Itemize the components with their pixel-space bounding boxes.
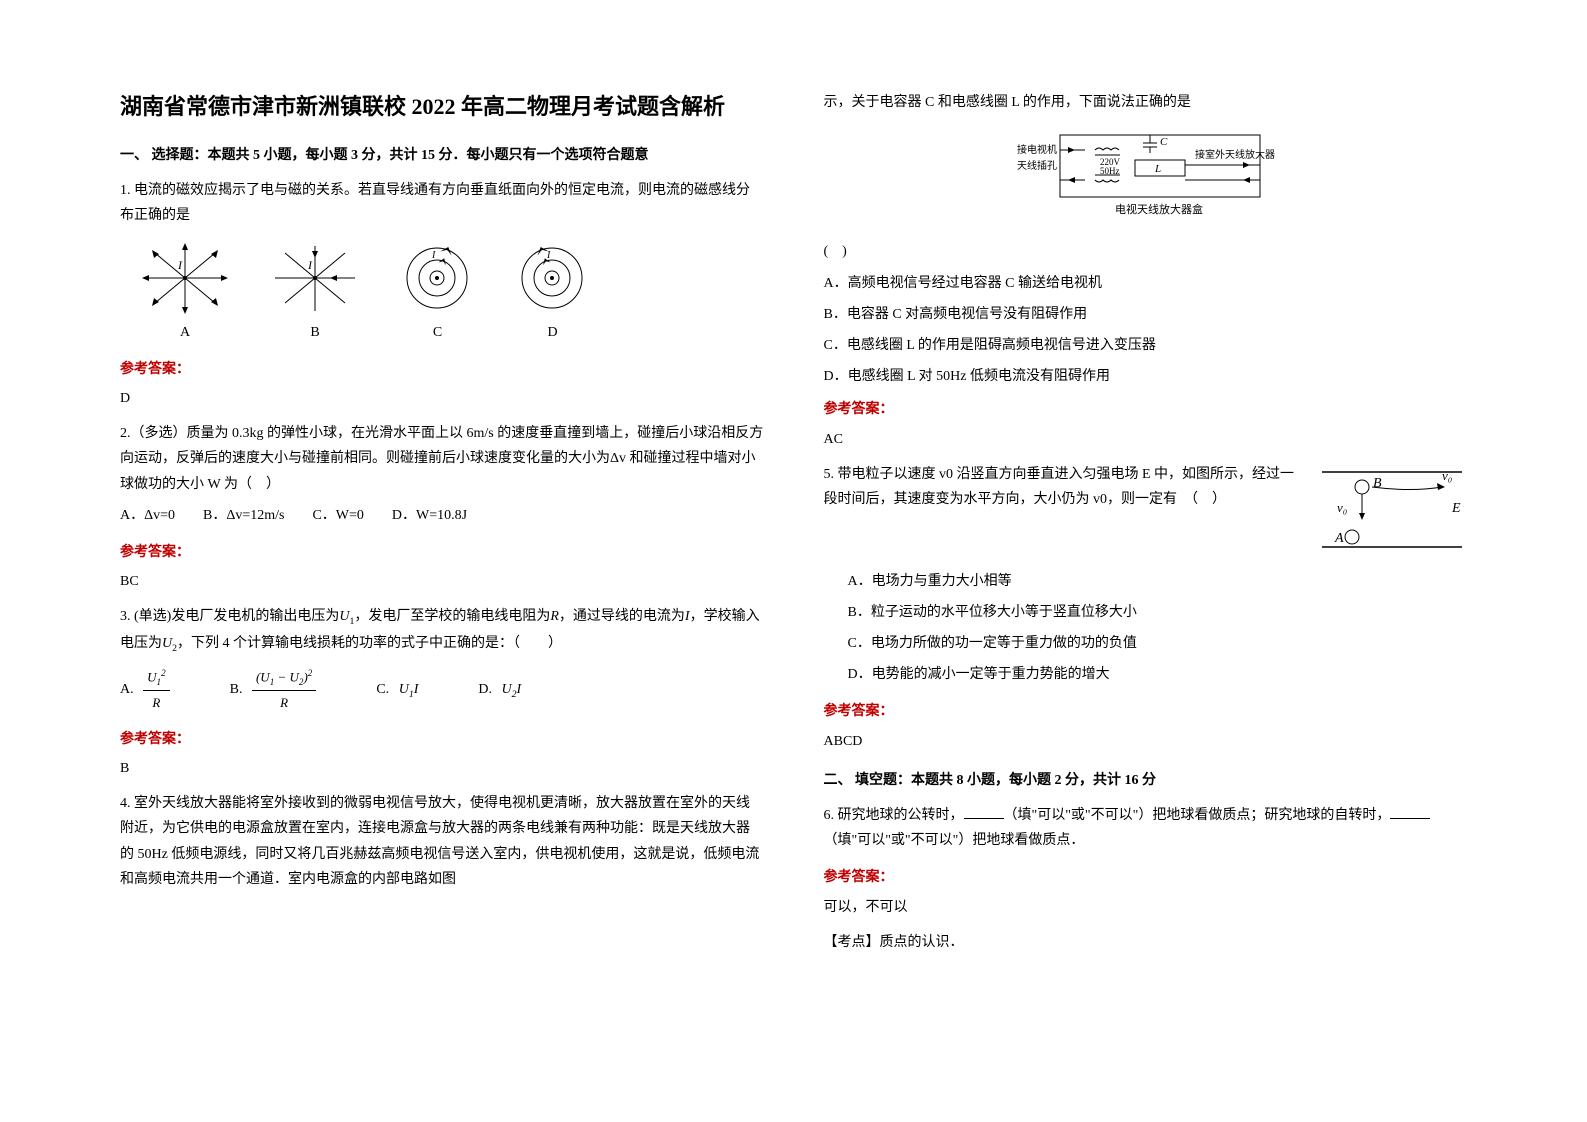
svg-text:I: I [177,258,183,272]
q1-diagram-b: I B [270,241,360,345]
q6-blank-2 [1390,805,1430,819]
q4-opt-c: C．电感线圈 L 的作用是阻碍高频电视信号进入变压器 [824,333,1468,358]
svg-text:A: A [1334,531,1344,546]
svg-text:电视天线放大器盒: 电视天线放大器盒 [1115,202,1203,216]
diagram-a-svg: I [140,241,230,316]
q5-opt-a: A．电场力与重力大小相等 [824,569,1468,594]
q3-opt-c: C. U1I [376,677,418,703]
svg-text:B: B [1373,476,1382,491]
q4-circuit-diagram: 接电视机 天线插孔 C 220V 50Hz L [824,125,1468,229]
q6-blank-1 [964,805,1004,819]
svg-text:接室外天线放大器: 接室外天线放大器 [1195,148,1275,161]
q4-opt-b: B．电容器 C 对高频电视信号没有阻碍作用 [824,302,1468,327]
svg-text:L: L [1154,163,1161,175]
q6-text-a: 6. 研究地球的公转时， [824,808,964,823]
q4-text: 4. 室外天线放大器能将室外接收到的微弱电视信号放大，使得电视机更清晰，放大器放… [120,791,764,892]
circuit-svg: 接电视机 天线插孔 C 220V 50Hz L [1005,125,1285,220]
diagram-d-svg: I [515,241,590,316]
q4-answer: AC [824,427,1468,452]
question-3: 3. (单选)发电厂发电机的输出电压为U1，发电厂至学校的输电线电阻为R，通过导… [120,604,764,715]
q3-text-b: ，发电厂至学校的输电线电阻为 [354,609,550,624]
right-column: 示，关于电容器 C 和电感线圈 L 的作用，下面说法正确的是 接电视机 天线插孔… [824,90,1468,1032]
q1-text: 1. 电流的磁效应揭示了电与磁的关系。若直导线通有方向垂直纸面向外的恒定电流，则… [120,178,764,228]
q3-answer: B [120,756,764,781]
q6-answer-label: 参考答案： [824,865,1468,890]
svg-text:I: I [431,250,436,261]
doc-title: 湖南省常德市津市新洲镇联校 2022 年高二物理月考试题含解析 [120,90,764,123]
q3-text-e: ，下列 4 个计算输电线损耗的功率的式子中正确的是：（ ） [177,636,562,651]
q1-label-d: D [515,320,590,345]
diagram-c-svg: I [400,241,475,316]
q5-figure: v₀ B v₀ E A [1317,462,1467,557]
q4-opt-d: D．电感线圈 L 对 50Hz 低频电流没有阻碍作用 [824,364,1468,389]
question-1: 1. 电流的磁效应揭示了电与磁的关系。若直导线通有方向垂直纸面向外的恒定电流，则… [120,178,764,345]
svg-text:E: E [1451,501,1461,516]
q6-note: 【考点】质点的认识． [824,930,1468,955]
q5-opt-b: B．粒子运动的水平位移大小等于竖直位移大小 [824,600,1468,625]
q5-opt-d: D．电势能的减小一定等于重力势能的增大 [824,662,1468,687]
q3-text-c: ，通过导线的电流为 [559,609,685,624]
q2-answer: BC [120,569,764,594]
q4-text2: 示，关于电容器 C 和电感线圈 L 的作用，下面说法正确的是 [824,90,1468,115]
q4-paren: ( ) [824,239,1468,264]
svg-text:v₀: v₀ [1442,468,1452,483]
q3-text: 3. (单选)发电厂发电机的输出电压为U1，发电厂至学校的输电线电阻为R，通过导… [120,604,764,657]
q3-opt-a: A. U12R [120,665,170,715]
q2-text: 2.（多选）质量为 0.3kg 的弹性小球，在光滑水平面上以 6m/s 的速度垂… [120,421,764,497]
q6-text-b: （填"可以"或"不可以"）把地球看做质点；研究地球的自转时， [1004,808,1391,823]
q3-opt-b: B. (U1 − U2)2R [230,665,317,715]
question-6: 6. 研究地球的公转时， （填"可以"或"不可以"）把地球看做质点；研究地球的自转… [824,803,1468,853]
question-2: 2.（多选）质量为 0.3kg 的弹性小球，在光滑水平面上以 6m/s 的速度垂… [120,421,764,528]
svg-text:I: I [307,258,313,272]
svg-text:接电视机: 接电视机 [1017,143,1057,156]
q3-answer-label: 参考答案： [120,727,764,752]
q2-answer-label: 参考答案： [120,540,764,565]
section-2-title: 二、 填空题：本题共 8 小题，每小题 2 分，共计 16 分 [824,768,1468,793]
q6-text-c: （填"可以"或"不可以"）把地球看做质点． [824,828,1468,853]
q1-label-c: C [400,320,475,345]
svg-text:C: C [1160,136,1168,148]
section-1-title: 一、 选择题：本题共 5 小题，每小题 3 分，共计 15 分．每小题只有一个选… [120,143,764,168]
q1-diagram-c: I C [400,241,475,345]
q4-opt-a: A．高频电视信号经过电容器 C 输送给电视机 [824,271,1468,296]
q5-opt-c: C．电场力所做的功一定等于重力做的功的负值 [824,631,1468,656]
q3-options: A. U12R B. (U1 − U2)2R C. U1I D. U2I [120,665,764,715]
left-column: 湖南省常德市津市新洲镇联校 2022 年高二物理月考试题含解析 一、 选择题：本… [120,90,764,1032]
question-5: v₀ B v₀ E A 5. 带电粒子以速度 v0 沿竖直方向垂直进入匀强电场 … [824,462,1468,688]
svg-text:天线插孔: 天线插孔 [1017,159,1057,172]
q1-label-a: A [140,320,230,345]
q4-answer-label: 参考答案： [824,397,1468,422]
diagram-b-svg: I [270,241,360,316]
q5-answer-label: 参考答案： [824,699,1468,724]
q1-diagrams: I A I B [140,241,764,345]
q3-text-a: 3. (单选)发电厂发电机的输出电压为 [120,609,339,624]
q1-diagram-d: I D [515,241,590,345]
q3-opt-d: D. U2I [478,677,521,703]
q1-answer-label: 参考答案： [120,357,764,382]
q2-options: A．Δv=0 B．Δv=12m/s C．W=0 D．W=10.8J [120,503,764,528]
q1-answer: D [120,386,764,411]
svg-text:50Hz: 50Hz [1100,166,1120,176]
svg-text:I: I [546,250,551,261]
q1-label-b: B [270,320,360,345]
question-4a: 4. 室外天线放大器能将室外接收到的微弱电视信号放大，使得电视机更清晰，放大器放… [120,791,764,892]
q5-answer: ABCD [824,729,1468,754]
q1-diagram-a: I A [140,241,230,345]
q6-answer: 可以，不可以 [824,895,1468,920]
svg-text:v₀: v₀ [1337,500,1347,515]
